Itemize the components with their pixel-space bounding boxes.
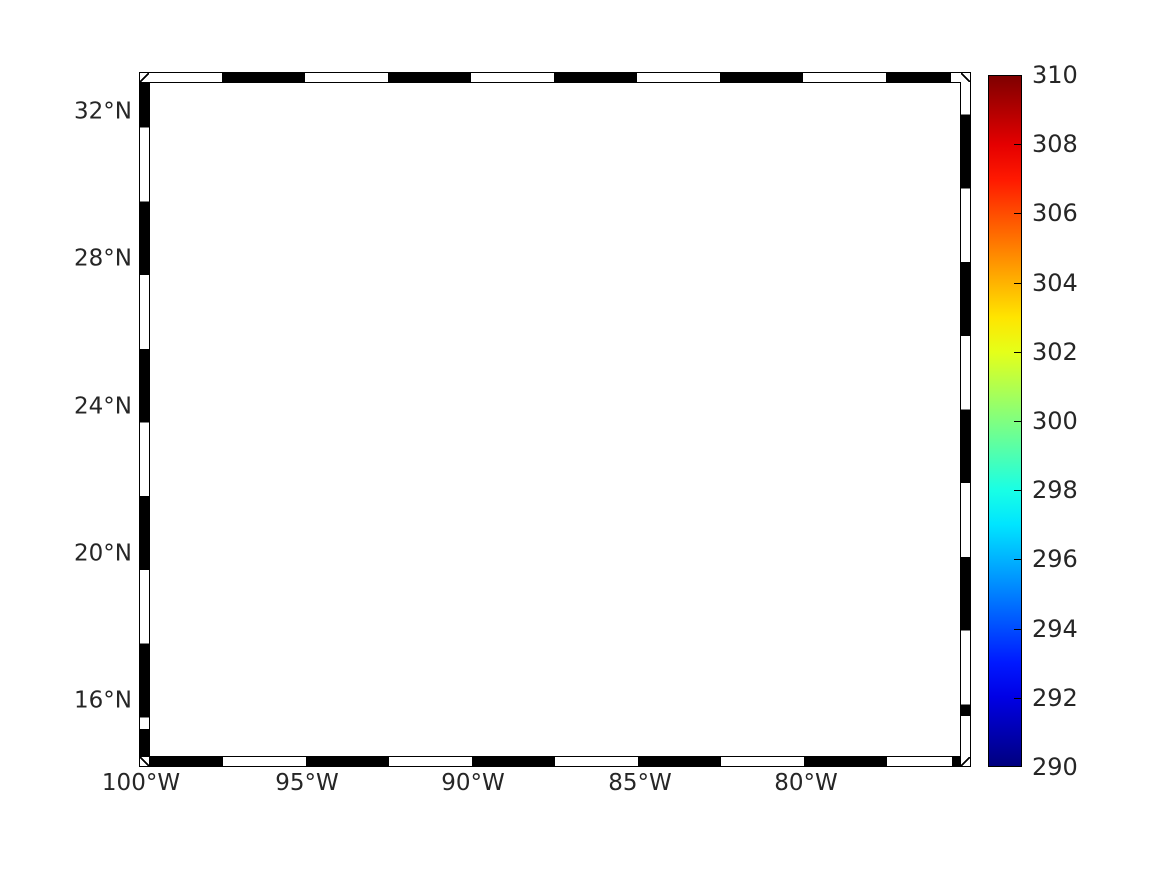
- lon-tick-label: 85°W: [608, 770, 672, 796]
- lat-tick-label: 20°N: [74, 540, 132, 567]
- colorbar-tick-label: 294: [1032, 615, 1078, 643]
- frame-strip-bottom: [149, 756, 961, 766]
- frame-strip-top: [149, 73, 961, 83]
- lon-tick-label: 95°W: [275, 770, 339, 796]
- colorbar-tick-label: 302: [1032, 338, 1078, 366]
- colorbar-tick-label: 304: [1032, 269, 1078, 297]
- colorbar-tick-label: 296: [1032, 545, 1078, 573]
- lat-tick-label: 24°N: [74, 393, 132, 420]
- colorbar-tick-label: 290: [1032, 753, 1078, 781]
- colorbar: [988, 75, 1022, 767]
- lon-tick-label: 90°W: [441, 770, 505, 796]
- frame-corner-top-right: [961, 73, 970, 82]
- colorbar-tick-mark: [1014, 352, 1021, 353]
- lon-tick-label: 100°W: [101, 770, 181, 796]
- lat-tick-label: 32°N: [74, 98, 132, 125]
- frame-corner-bottom-right: [961, 757, 970, 766]
- colorbar-tick-mark: [1014, 144, 1021, 145]
- lat-tick-label: 16°N: [74, 687, 132, 714]
- colorbar-tick-label: 310: [1032, 61, 1078, 89]
- map-frame: [139, 72, 971, 767]
- frame-corner-bottom-left: [140, 757, 149, 766]
- colorbar-tick-label: 298: [1032, 476, 1078, 504]
- colorbar-tick-mark: [1014, 629, 1021, 630]
- colorbar-tick-mark: [1014, 698, 1021, 699]
- colorbar-tick-mark: [1014, 490, 1021, 491]
- colorbar-tick-label: 308: [1032, 130, 1078, 158]
- lat-tick-label: 28°N: [74, 245, 132, 272]
- colorbar-tick-label: 292: [1032, 684, 1078, 712]
- lon-tick-label: 80°W: [774, 770, 838, 796]
- colorbar-tick-mark: [1014, 559, 1021, 560]
- colorbar-tick-label: 300: [1032, 407, 1078, 435]
- colorbar-tick-mark: [1014, 283, 1021, 284]
- colorbar-tick-mark: [1014, 421, 1021, 422]
- frame-corner-top-left: [140, 73, 149, 82]
- frame-strip-right: [960, 82, 970, 757]
- frame-strip-left: [140, 82, 150, 757]
- colorbar-tick-label: 306: [1032, 199, 1078, 227]
- colorbar-tick-mark: [1014, 213, 1021, 214]
